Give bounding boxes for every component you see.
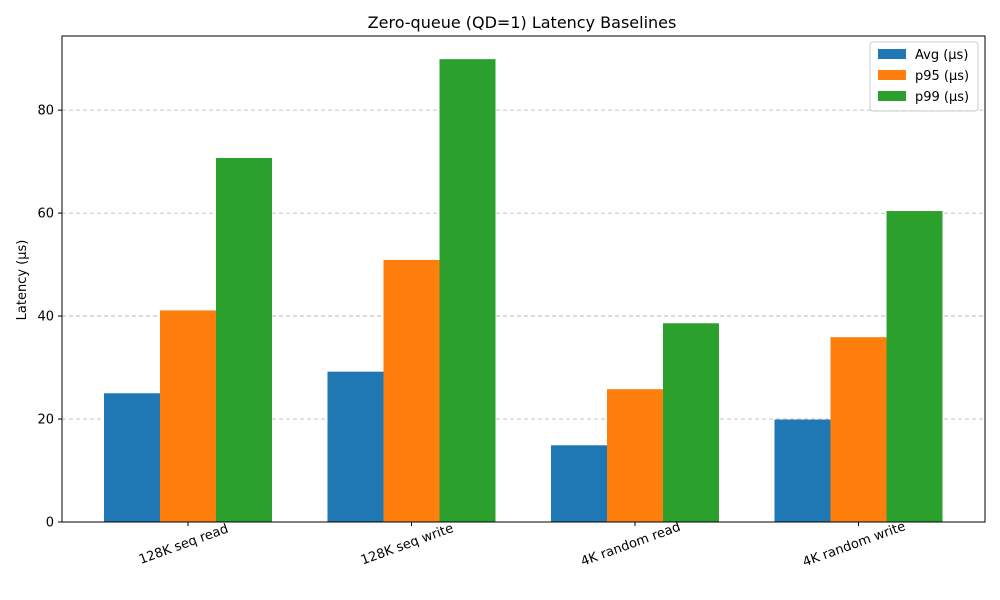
- legend-label: p99 (µs): [915, 90, 969, 105]
- legend-swatch: [878, 91, 906, 101]
- x-tick-label: 4K random write: [801, 519, 908, 570]
- bar: [551, 445, 607, 522]
- bar: [439, 59, 496, 523]
- bar: [886, 211, 943, 523]
- bar: [607, 389, 663, 522]
- legend-label: p95 (µs): [915, 69, 969, 84]
- plot-frame: [61, 35, 986, 523]
- x-tick-label: 128K seq read: [137, 522, 230, 568]
- bar: [830, 337, 887, 522]
- y-tick-label: 60: [37, 207, 54, 222]
- x-tick-label: 128K seq write: [359, 521, 456, 568]
- bar: [160, 310, 216, 522]
- x-tick-label: 4K random read: [579, 520, 683, 570]
- y-tick-label: 20: [37, 413, 54, 428]
- y-tick-label: 40: [37, 310, 54, 325]
- y-tick-label: 80: [37, 104, 54, 119]
- y-axis-ticks: 0 20 40 60 80: [37, 104, 62, 531]
- legend-label: Avg (µs): [915, 48, 968, 63]
- bar: [774, 419, 831, 522]
- bars-group: [104, 59, 943, 523]
- legend: Avg (µs) p95 (µs) p99 (µs): [869, 41, 979, 112]
- bar: [383, 259, 440, 522]
- chart-title: Zero-queue (QD=1) Latency Baselines: [368, 13, 677, 32]
- legend-swatch: [878, 49, 906, 59]
- bar: [327, 371, 384, 522]
- bar: [216, 158, 272, 522]
- bar: [663, 323, 719, 522]
- x-axis-ticks: 128K seq read 128K seq write 4K random rea…: [137, 519, 908, 570]
- bar: [104, 393, 160, 522]
- legend-swatch: [878, 70, 906, 80]
- y-axis-label: Latency (µs): [15, 240, 30, 321]
- y-tick-label: 0: [46, 516, 54, 531]
